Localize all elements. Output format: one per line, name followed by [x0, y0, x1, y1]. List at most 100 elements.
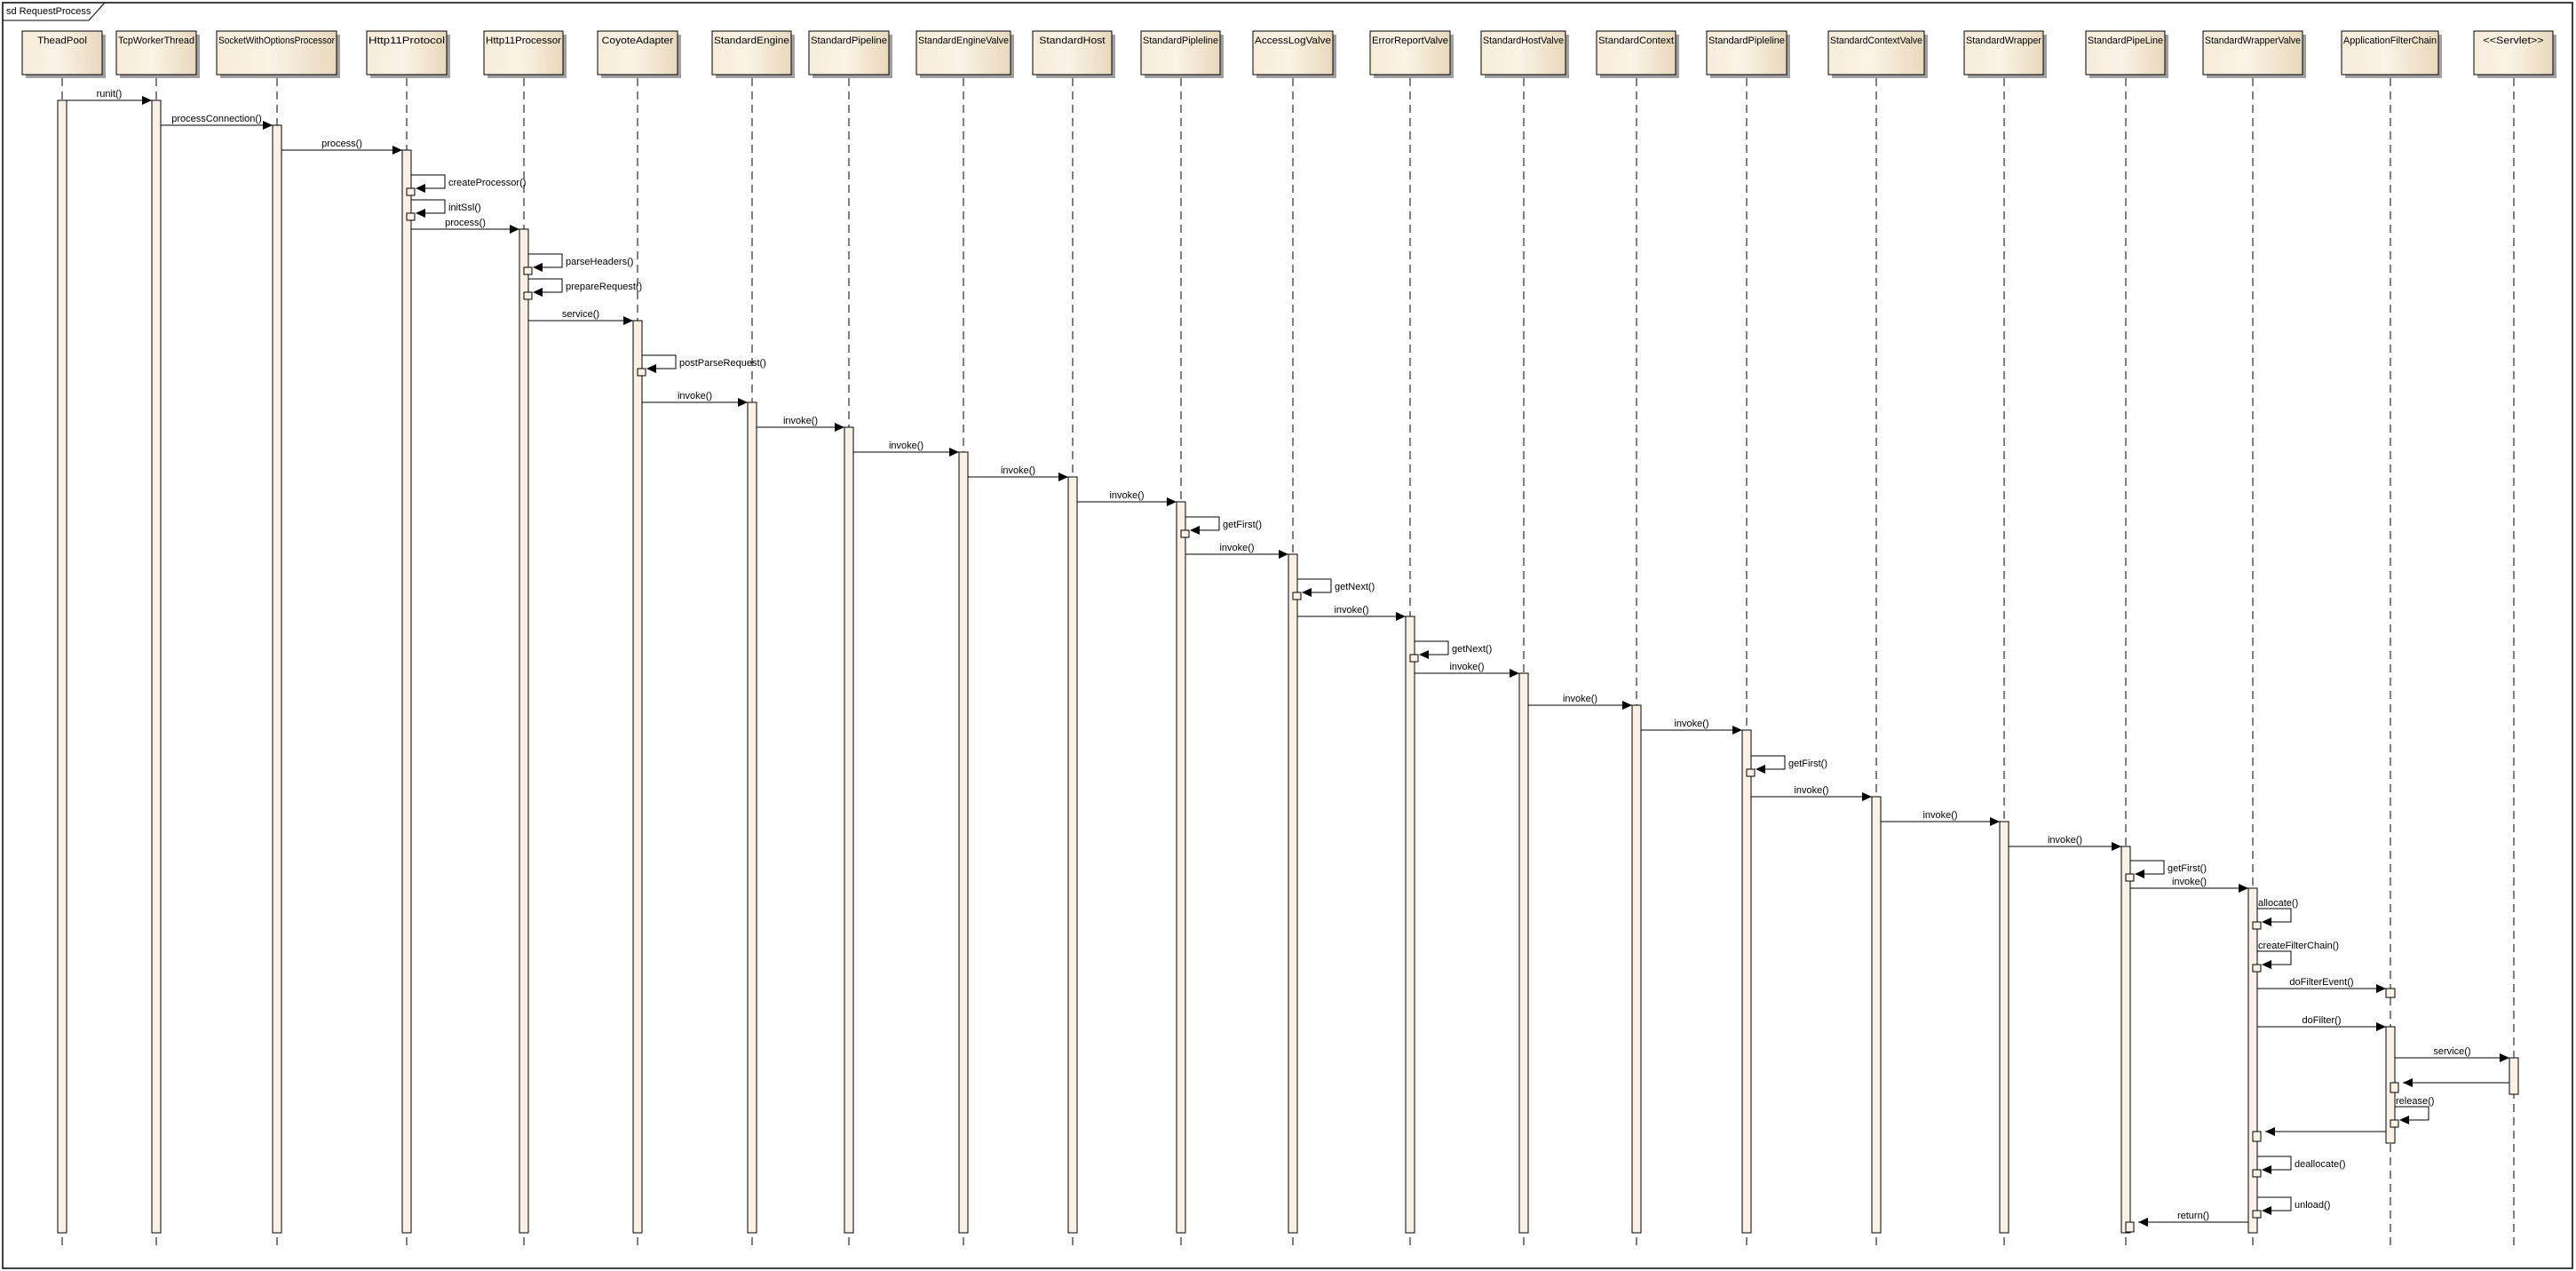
activation-bar [2385, 988, 2396, 998]
arrowhead-icon [1058, 473, 1068, 481]
message-25: invoke() [1881, 810, 2000, 826]
arrowhead-icon [949, 448, 959, 457]
self-message-line [528, 253, 563, 268]
activation-bar [151, 99, 162, 1234]
activation-bar [1871, 796, 1882, 1234]
message-label: return() [2177, 1211, 2209, 1221]
message-1: processConnection() [161, 114, 273, 130]
message-label: invoke() [1922, 810, 1957, 821]
nested-activation [2252, 921, 2262, 930]
self-message-line [2130, 860, 2165, 875]
message-20: invoke() [1415, 662, 1519, 678]
message-label: initSsl() [448, 203, 481, 213]
message-label: parseHeaders() [566, 257, 633, 267]
activation-bar [1999, 821, 2009, 1234]
nested-activation [2390, 1119, 2399, 1128]
arrowhead-icon [1622, 701, 1632, 710]
message-15: getFirst() [1180, 516, 1262, 538]
participant-14: StandardContext [1596, 30, 1679, 78]
activation-bar [844, 426, 854, 1234]
arrowhead-icon [623, 316, 633, 325]
arrowhead-icon [510, 225, 519, 234]
message-0: runit() [67, 89, 152, 105]
message-10: invoke() [642, 391, 748, 407]
participant-11: AccessLogValve [1252, 30, 1336, 78]
participant-label: StandardWrapper [1966, 36, 2041, 46]
message-22: invoke() [1641, 719, 1742, 735]
arrowhead-icon [1167, 497, 1177, 506]
message-label: process() [321, 139, 362, 149]
arrowhead-icon [2262, 918, 2271, 926]
message-13: invoke() [968, 465, 1068, 481]
message-37: deallocate() [2252, 1156, 2345, 1178]
participant-label: <<Servlet>> [2483, 36, 2543, 46]
arrowhead-icon [1732, 726, 1742, 735]
nested-activation [1180, 529, 1190, 538]
activation-bar [2509, 1057, 2519, 1095]
message-30: createFilterChain() [2252, 941, 2339, 973]
arrowhead-icon [2112, 842, 2121, 851]
message-label: service() [562, 309, 599, 320]
nested-activation [523, 266, 533, 275]
arrowhead-icon [1396, 612, 1406, 621]
participant-label: StandardEngine [714, 36, 789, 46]
message-label: invoke() [2048, 835, 2082, 846]
participant-8: StandardEngineValve [915, 30, 1014, 78]
message-label: processConnection() [171, 114, 262, 124]
arrowhead-icon [1510, 669, 1519, 678]
participant-box [2202, 30, 2303, 75]
self-message-line [2257, 1196, 2292, 1211]
arrowhead-icon [2135, 870, 2144, 878]
message-label: doFilter() [2302, 1015, 2341, 1026]
message-label: process() [445, 218, 486, 228]
participant-19: StandardWrapperValve [2202, 30, 2306, 78]
activation-bar [57, 99, 67, 1234]
participant-label: ApplicationFilterChain [2343, 36, 2437, 46]
message-14: invoke() [1077, 490, 1177, 506]
participant-label: StandardContext [1598, 36, 1674, 46]
message-label: invoke() [1334, 605, 1368, 616]
message-11: invoke() [757, 416, 844, 432]
participant-label: StandardPipeline [811, 36, 887, 46]
arrowhead-icon [2399, 1116, 2409, 1124]
message-31: doFilterEvent() [2257, 977, 2386, 993]
arrowhead-icon [835, 423, 844, 432]
arrowhead-icon [2262, 1165, 2271, 1174]
participant-label: SocketWithOptionsProcessor [218, 36, 335, 46]
arrowhead-icon [416, 209, 425, 218]
participant-label: StandardEngineValve [918, 36, 1009, 46]
message-28: invoke() [2130, 877, 2248, 893]
self-message-line [2257, 908, 2292, 923]
activation-bar [632, 320, 643, 1234]
message-26: invoke() [2009, 835, 2121, 851]
participant-21: <<Servlet>> [2473, 30, 2556, 78]
activation-bar [1741, 729, 1752, 1234]
nested-activation [523, 291, 533, 300]
participant-label: StandardContextValve [1830, 36, 1922, 46]
participant-16: StandardContextValve [1827, 30, 1928, 78]
arrowhead-icon [2403, 1078, 2413, 1087]
arrowhead-icon [1279, 550, 1288, 559]
activation-bar [1288, 553, 1298, 1234]
self-message-line [411, 199, 446, 214]
participant-label: CoyoteAdapter [602, 36, 674, 46]
message-label: invoke() [1109, 490, 1144, 501]
message-label: getFirst() [1223, 520, 1262, 530]
arrowhead-icon [2376, 984, 2386, 993]
message-32: doFilter() [2257, 1015, 2386, 1031]
self-message-line [1751, 755, 1786, 770]
arrowhead-icon [1302, 588, 1312, 597]
message-label: release() [2396, 1096, 2434, 1107]
message-label: allocate() [2258, 898, 2298, 909]
message-label: createFilterChain() [2258, 941, 2339, 951]
message-label: invoke() [1794, 785, 1828, 796]
participant-label: Http11Processor [486, 36, 561, 46]
participant-5: CoyoteAdapter [597, 30, 681, 78]
participant-box [1596, 30, 1676, 75]
participant-box [2473, 30, 2554, 75]
activation-bar [2120, 846, 2131, 1234]
message-label: invoke() [1674, 719, 1708, 729]
message-label: unload() [2295, 1200, 2330, 1211]
message-label: service() [2433, 1046, 2470, 1057]
message-label: prepareRequest() [566, 282, 642, 292]
